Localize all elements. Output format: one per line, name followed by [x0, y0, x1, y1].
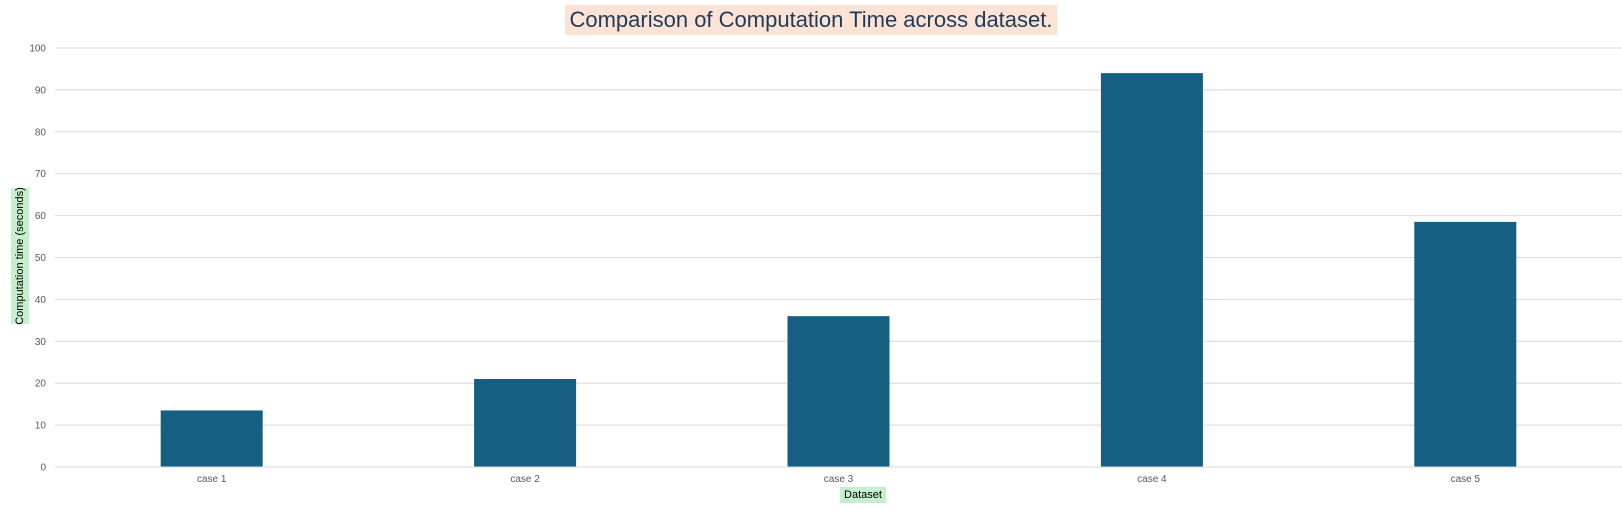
x-tick-label: case 4	[1137, 474, 1167, 485]
bar-case-1	[160, 410, 263, 467]
y-tick-label: 60	[35, 211, 47, 222]
y-axis-label-box: Computation time (seconds)	[11, 187, 29, 325]
y-tick-label: 30	[35, 337, 47, 348]
y-tick-label: 0	[40, 463, 46, 474]
y-tick-label: 100	[29, 44, 46, 55]
y-tick-label: 80	[35, 127, 47, 138]
y-tick-label: 70	[35, 169, 47, 180]
y-tick-label: 10	[35, 421, 47, 432]
bar-case-4	[1100, 73, 1203, 467]
x-tick-label: case 3	[824, 474, 854, 485]
x-tick-label: case 5	[1451, 474, 1481, 485]
bar-case-3	[787, 316, 890, 467]
x-axis-label: Dataset	[840, 487, 886, 503]
bar-case-5	[1414, 221, 1517, 467]
y-tick-label: 90	[35, 85, 47, 96]
x-tick-label: case 1	[197, 474, 227, 485]
y-axis-label: Computation time (seconds)	[14, 187, 26, 325]
chart-title: Comparison of Computation Time across da…	[565, 5, 1057, 35]
y-tick-label: 20	[35, 379, 47, 390]
bar-case-2	[474, 379, 577, 467]
y-tick-label: 50	[35, 253, 47, 264]
y-tick-label: 40	[35, 295, 47, 306]
x-tick-label: case 2	[510, 474, 540, 485]
